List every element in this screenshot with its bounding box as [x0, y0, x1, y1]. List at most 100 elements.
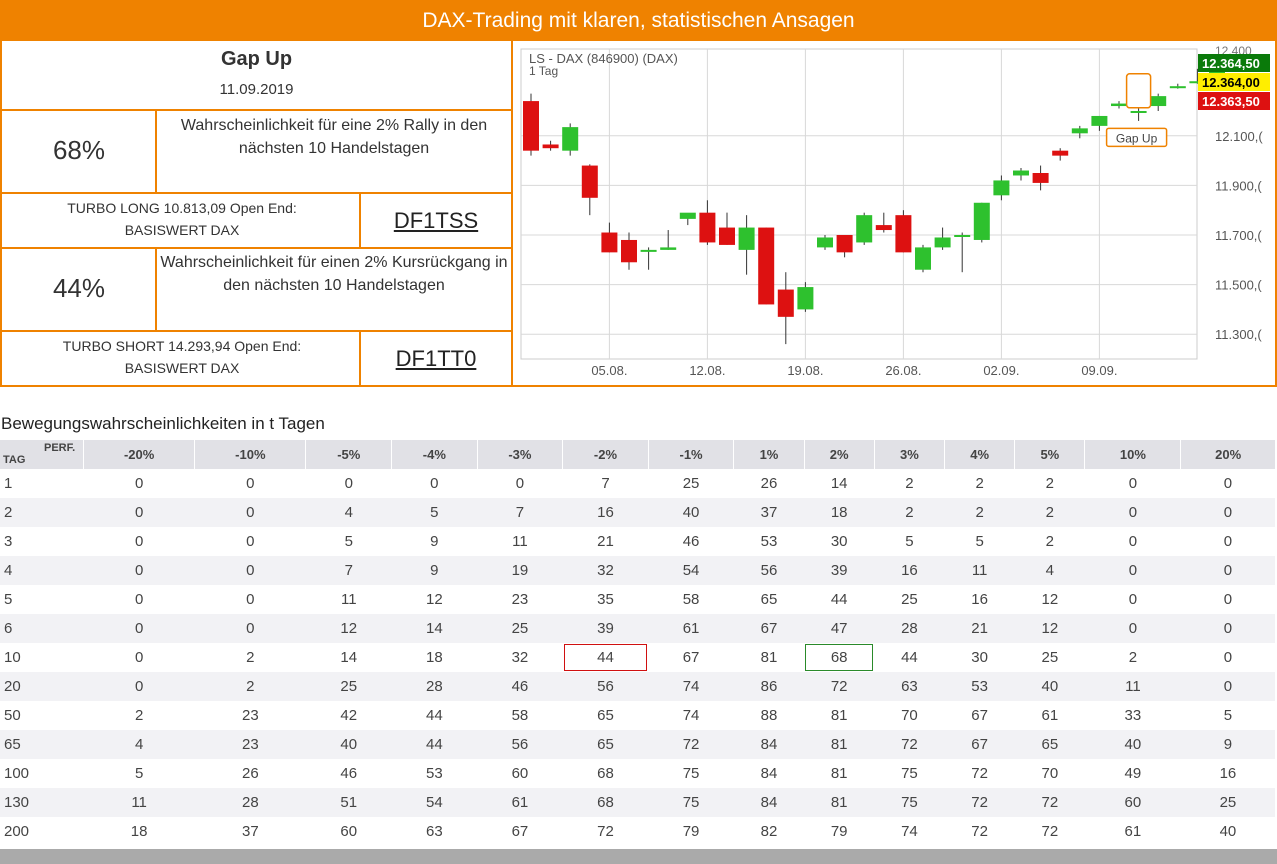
chart-subtitle: 1 Tag	[529, 64, 558, 78]
table-cell: 18	[804, 498, 875, 527]
table-cell: 74	[648, 701, 734, 730]
table-cell: 46	[305, 759, 392, 788]
signal-header: Gap Up 11.09.2019	[2, 41, 511, 109]
table-cell: 54	[391, 788, 478, 817]
long-product: TURBO LONG 10.813,09 Open End: BASISWERT…	[2, 197, 362, 245]
table-cell: 53	[391, 759, 478, 788]
y-tick-label: 12.100,(	[1215, 129, 1263, 144]
table-cell: 2	[194, 672, 306, 701]
row-tag: 130	[0, 788, 84, 817]
table-cell: 0	[83, 614, 195, 643]
candle-body	[1091, 115, 1108, 126]
table-cell: 65	[562, 701, 649, 730]
table-cell: 81	[804, 730, 875, 759]
table-cell: 67	[733, 614, 805, 643]
table-cell: 86	[733, 672, 805, 701]
candle-body	[601, 232, 618, 253]
short-description: Wahrscheinlichkeit für einen 2% Kursrück…	[160, 254, 508, 294]
table-cell: 16	[1180, 759, 1275, 788]
table-cell: 14	[391, 614, 478, 643]
table-cell: 63	[391, 817, 478, 846]
table-cell: 68	[804, 643, 875, 672]
bottom-scrollbar[interactable]	[0, 849, 1277, 864]
table-cell: 67	[944, 730, 1015, 759]
row-tag: 4	[0, 556, 84, 585]
table-cell: 0	[1180, 614, 1275, 643]
y-tick-label: 11.300,(	[1215, 327, 1262, 342]
table-cell: 88	[733, 701, 805, 730]
table-cell: 84	[733, 788, 805, 817]
candle-body	[1013, 170, 1029, 176]
table-cell: 33	[1084, 701, 1181, 730]
table-section-title: Bewegungswahrscheinlichkeiten in t Tagen	[1, 414, 325, 433]
candle-body	[1111, 103, 1127, 107]
table-cell: 60	[1084, 788, 1181, 817]
table-cell: 0	[194, 556, 306, 585]
table-cell: 32	[477, 643, 563, 672]
table-cell: 61	[477, 788, 563, 817]
table-cell: 16	[944, 585, 1015, 614]
table-cell: 9	[391, 527, 478, 556]
table-row: 100 5 26 46 53 60 68 75 84 81 75 72 70 49 16	[0, 759, 1275, 788]
table-cell: 72	[1014, 817, 1085, 846]
table-cell: 79	[648, 817, 734, 846]
table-cell: 79	[804, 817, 875, 846]
table-cell: 39	[562, 614, 649, 643]
long-product-name: TURBO LONG 10.813,09 Open End:	[67, 200, 297, 216]
table-cell: 82	[733, 817, 805, 846]
column-header: -5%	[305, 440, 392, 469]
row-tag: 200	[0, 817, 84, 846]
table-cell: 84	[733, 730, 805, 759]
candle-body	[934, 237, 951, 248]
table-cell: 44	[562, 643, 649, 672]
table-row: 4 0 0 7 9 19 32 54 56 39 16 11 4 0 0	[0, 556, 1275, 585]
candle-body	[915, 247, 931, 270]
table-cell: 40	[648, 498, 734, 527]
probability-table: PERF. TAG -20% -10% -5% -4% -3% -2% -1% 1% 2% 3% 4…	[0, 440, 1275, 846]
table-row: 2 0 0 4 5 7 16 40 37 18 2 2 2 0 0	[0, 498, 1275, 527]
table-cell: 0	[1084, 498, 1181, 527]
table-cell: 44	[874, 643, 945, 672]
table-cell: 37	[733, 498, 805, 527]
column-header: 10%	[1084, 440, 1181, 469]
chart-title: LS - DAX (846900) (DAX)	[529, 51, 678, 66]
row-tag: 50	[0, 701, 84, 730]
table-cell: 0	[194, 469, 306, 498]
candle-body	[856, 215, 873, 243]
table-cell: 19	[477, 556, 563, 585]
table-cell: 0	[1084, 469, 1181, 498]
candle-body	[640, 249, 657, 252]
short-wkn-link[interactable]: DF1TT0	[395, 346, 477, 371]
long-wkn-link[interactable]: DF1TSS	[393, 208, 479, 233]
table-cell: 11	[83, 788, 195, 817]
table-cell: 44	[391, 701, 478, 730]
candle-body	[954, 235, 971, 237]
table-cell: 72	[562, 817, 649, 846]
column-header: -4%	[391, 440, 478, 469]
table-cell: 25	[874, 585, 945, 614]
table-cell: 49	[1084, 759, 1181, 788]
table-cell: 72	[874, 730, 945, 759]
table-cell: 54	[648, 556, 734, 585]
table-cell: 0	[83, 643, 195, 672]
table-cell: 25	[305, 672, 392, 701]
table-cell: 28	[391, 672, 478, 701]
long-description: Wahrscheinlichkeit für eine 2% Rally in …	[180, 117, 488, 157]
table-cell: 14	[804, 469, 875, 498]
y-tick-label: 11.900,(	[1215, 178, 1262, 193]
page-header: DAX-Trading mit klaren, statistischen An…	[0, 0, 1277, 41]
candle-body	[895, 215, 912, 253]
table-cell: 0	[1084, 527, 1181, 556]
table-cell: 0	[1084, 585, 1181, 614]
table-cell: 75	[874, 759, 945, 788]
short-underlying: BASISWERT DAX	[124, 360, 240, 376]
table-cell: 39	[804, 556, 875, 585]
y-tick-label: 11.700,(	[1215, 228, 1262, 243]
table-cell: 0	[83, 498, 195, 527]
table-cell: 81	[733, 643, 805, 672]
long-wkn-cell: DF1TSS	[361, 194, 511, 247]
table-cell: 11	[944, 556, 1015, 585]
column-header: -2%	[562, 440, 649, 469]
table-cell: 75	[648, 788, 734, 817]
row-tag: 20	[0, 672, 84, 701]
